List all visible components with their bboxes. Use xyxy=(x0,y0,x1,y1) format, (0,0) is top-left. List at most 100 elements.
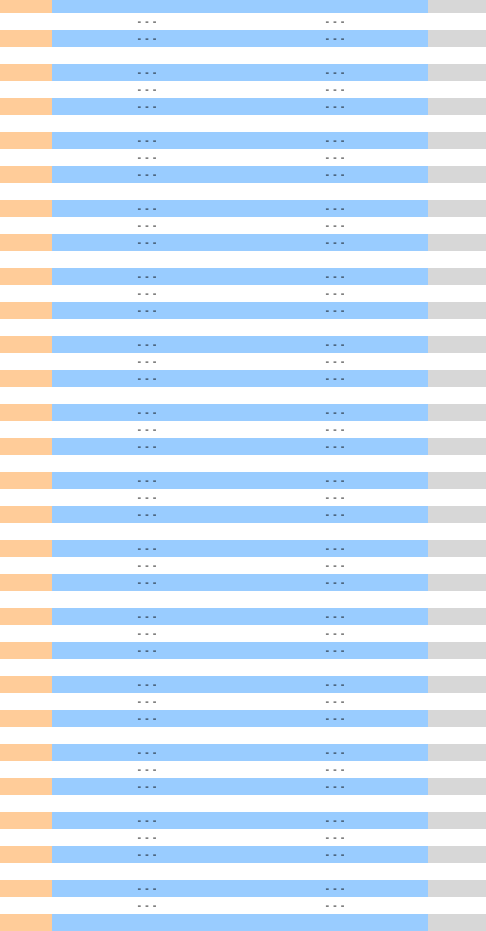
row-right-cell xyxy=(428,727,486,744)
value-col-2: --- xyxy=(324,100,347,113)
value-col-2: --- xyxy=(324,814,347,827)
row-left-cell xyxy=(0,217,52,234)
row-left-cell xyxy=(0,863,52,880)
row-right-cell xyxy=(428,438,486,455)
value-col-2: --- xyxy=(324,83,347,96)
value-col-1: --- xyxy=(136,678,159,691)
value-col-2: --- xyxy=(324,712,347,725)
value-col-1: --- xyxy=(136,355,159,368)
row-right-cell xyxy=(428,608,486,625)
value-col-2: --- xyxy=(324,678,347,691)
row-right-cell xyxy=(428,98,486,115)
row-left-cell xyxy=(0,438,52,455)
row-middle-cell xyxy=(52,506,428,523)
row-right-cell xyxy=(428,625,486,642)
row-right-cell xyxy=(428,557,486,574)
value-col-2: --- xyxy=(324,151,347,164)
value-col-2: --- xyxy=(324,372,347,385)
value-col-1: --- xyxy=(136,814,159,827)
row-right-cell xyxy=(428,0,486,13)
row-left-cell xyxy=(0,523,52,540)
row-left-cell xyxy=(0,829,52,846)
row-middle-cell xyxy=(52,574,428,591)
row-right-cell xyxy=(428,574,486,591)
row-middle-cell xyxy=(52,166,428,183)
row-middle-cell xyxy=(52,863,428,880)
value-col-2: --- xyxy=(324,406,347,419)
row-middle-cell xyxy=(52,251,428,268)
value-col-2: --- xyxy=(324,355,347,368)
value-col-1: --- xyxy=(136,32,159,45)
row-middle-cell xyxy=(52,846,428,863)
row-right-cell xyxy=(428,591,486,608)
row-middle-cell xyxy=(52,727,428,744)
table-row xyxy=(0,387,486,404)
row-left-cell xyxy=(0,710,52,727)
table-row: --- --- xyxy=(0,200,486,217)
value-col-2: --- xyxy=(324,134,347,147)
value-col-2: --- xyxy=(324,831,347,844)
table-row: --- --- xyxy=(0,829,486,846)
row-left-cell xyxy=(0,404,52,421)
value-col-2: --- xyxy=(324,899,347,912)
table-row: --- --- xyxy=(0,897,486,914)
row-left-cell xyxy=(0,676,52,693)
row-right-cell xyxy=(428,540,486,557)
row-left-cell xyxy=(0,166,52,183)
value-col-2: --- xyxy=(324,644,347,657)
row-middle-cell xyxy=(52,149,428,166)
row-right-cell xyxy=(428,795,486,812)
row-right-cell xyxy=(428,285,486,302)
row-right-cell xyxy=(428,200,486,217)
value-col-1: --- xyxy=(136,15,159,28)
row-left-cell xyxy=(0,47,52,64)
row-middle-cell xyxy=(52,319,428,336)
row-left-cell xyxy=(0,149,52,166)
row-right-cell xyxy=(428,863,486,880)
value-col-2: --- xyxy=(324,168,347,181)
row-left-cell xyxy=(0,132,52,149)
row-left-cell xyxy=(0,98,52,115)
row-right-cell xyxy=(428,64,486,81)
value-col-1: --- xyxy=(136,100,159,113)
row-middle-cell xyxy=(52,353,428,370)
row-middle-cell xyxy=(52,676,428,693)
table-row xyxy=(0,47,486,64)
row-right-cell xyxy=(428,217,486,234)
value-col-2: --- xyxy=(324,610,347,623)
row-right-cell xyxy=(428,251,486,268)
row-right-cell xyxy=(428,455,486,472)
row-middle-cell xyxy=(52,200,428,217)
row-left-cell xyxy=(0,370,52,387)
row-left-cell xyxy=(0,744,52,761)
row-left-cell xyxy=(0,234,52,251)
row-middle-cell xyxy=(52,115,428,132)
row-left-cell xyxy=(0,489,52,506)
row-right-cell xyxy=(428,387,486,404)
row-right-cell xyxy=(428,30,486,47)
value-col-2: --- xyxy=(324,32,347,45)
row-middle-cell xyxy=(52,98,428,115)
row-left-cell xyxy=(0,421,52,438)
value-col-1: --- xyxy=(136,780,159,793)
row-left-cell xyxy=(0,897,52,914)
row-middle-cell xyxy=(52,370,428,387)
row-left-cell xyxy=(0,608,52,625)
value-col-1: --- xyxy=(136,831,159,844)
table-row: --- --- xyxy=(0,744,486,761)
row-right-cell xyxy=(428,370,486,387)
row-left-cell xyxy=(0,81,52,98)
table-row: --- --- xyxy=(0,574,486,591)
row-middle-cell xyxy=(52,455,428,472)
row-middle-cell xyxy=(52,812,428,829)
row-right-cell xyxy=(428,132,486,149)
row-middle-cell xyxy=(52,761,428,778)
table-row xyxy=(0,183,486,200)
table-row xyxy=(0,914,486,931)
row-right-cell xyxy=(428,693,486,710)
row-left-cell xyxy=(0,591,52,608)
row-left-cell xyxy=(0,0,52,13)
value-col-1: --- xyxy=(136,287,159,300)
row-right-cell xyxy=(428,421,486,438)
